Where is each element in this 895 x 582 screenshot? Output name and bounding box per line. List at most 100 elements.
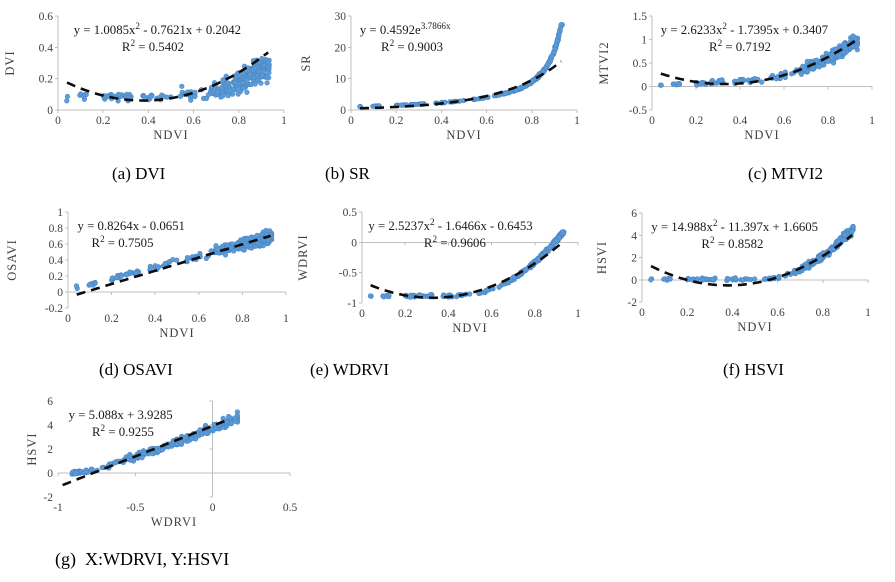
svg-text:0.4: 0.4 [49,255,64,267]
svg-text:1: 1 [575,308,581,320]
svg-text:0: 0 [359,308,365,320]
svg-text:MTVI2: MTVI2 [597,41,611,84]
svg-text:R2 = 0.9003: R2 = 0.9003 [381,38,443,54]
svg-text:0.2: 0.2 [398,308,413,320]
caption-a: (a) DVI [112,164,166,183]
svg-text:0: 0 [639,307,645,319]
svg-text:0.8: 0.8 [821,115,836,127]
svg-text:-0.5: -0.5 [629,105,647,117]
svg-text:y = 1.0085x2 - 0.7621x + 0.204: y = 1.0085x2 - 0.7621x + 0.2042 [74,21,241,37]
svg-text:0.2: 0.2 [39,74,54,86]
svg-text:R2 = 0.7505: R2 = 0.7505 [92,234,154,250]
svg-text:1: 1 [869,115,875,127]
chart-g-hsvi-vs-wdrvi: -1 -0.5 0 0.5 -2 0 2 4 6 WDRVI HSVI y = 5.088x + 3.… [25,396,298,529]
svg-text:0: 0 [47,468,53,480]
svg-text:1: 1 [283,313,289,325]
svg-text:y = 14.988x2 - 11.397x + 1.660: y = 14.988x2 - 11.397x + 1.6605 [651,218,818,234]
svg-text:0.2: 0.2 [104,313,119,325]
svg-text:-0.5: -0.5 [126,502,144,514]
caption-e: (e) WDRVI [310,360,390,379]
svg-text:1.5: 1.5 [633,11,648,23]
svg-text:0.2: 0.2 [680,307,695,319]
caption-g: (g) X:WDRVI, Y:HSVI [55,549,230,569]
svg-text:-2: -2 [43,492,53,504]
svg-text:0: 0 [641,82,647,94]
svg-text:0.8: 0.8 [816,307,831,319]
svg-text:0.2: 0.2 [49,271,64,283]
svg-text:-2: -2 [627,297,637,309]
svg-text:NDVI: NDVI [452,321,487,335]
svg-text:0.5: 0.5 [633,58,648,70]
svg-text:0: 0 [348,115,354,127]
svg-text:WDRVI: WDRVI [296,234,310,280]
svg-text:2: 2 [47,444,53,456]
svg-text:0: 0 [47,105,53,117]
svg-text:0.2: 0.2 [389,115,404,127]
svg-text:R2 = 0.8582: R2 = 0.8582 [701,235,763,251]
svg-text:0.4: 0.4 [39,42,54,54]
svg-text:0.8: 0.8 [525,115,540,127]
svg-text:0.4: 0.4 [148,313,163,325]
svg-text:0: 0 [351,237,357,249]
svg-text:0.5: 0.5 [343,207,358,219]
caption-c: (c) MTVI2 [748,164,824,183]
svg-text:HSVI: HSVI [595,241,609,274]
svg-text:WDRVI: WDRVI [151,515,197,529]
svg-text:OSAVI: OSAVI [5,239,19,281]
svg-text:4: 4 [631,230,637,242]
svg-text:6: 6 [47,396,53,408]
svg-text:y = 5.088x + 3.9285: y = 5.088x + 3.9285 [69,408,173,422]
chart-d-osavi-vs-ndvi: 0 0.2 0.4 0.6 0.8 1-0.200.20.40.60.81NDVIOSAV… [5,207,289,340]
svg-text:0.4: 0.4 [733,115,748,127]
caption-f: (f) HSVI [723,360,784,379]
svg-text:y = 0.8264x - 0.0651: y = 0.8264x - 0.0651 [77,219,184,233]
svg-text:1: 1 [574,115,580,127]
svg-text:-1: -1 [347,298,357,310]
svg-text:0.6: 0.6 [484,308,499,320]
svg-text:NDVI: NDVI [446,128,481,142]
svg-text:y = 2.5237x2 - 1.6466x - 0.645: y = 2.5237x2 - 1.6466x - 0.6453 [368,217,532,233]
svg-text:-0.5: -0.5 [339,268,357,280]
svg-text:0.6: 0.6 [186,115,201,127]
svg-text:NDVI: NDVI [153,128,188,142]
svg-text:10: 10 [335,74,347,86]
chart-e-wdrvi-vs-ndvi: 0 0.2 0.4 0.6 0.8 1 -1 -0.5 0 0.5 NDVI WDRVI y = 2.5… [296,207,581,335]
svg-text:y = 2.6233x2 - 1.7395x + 0.340: y = 2.6233x2 - 1.7395x + 0.3407 [661,21,829,37]
svg-text:0: 0 [631,275,637,287]
svg-text:-0.2: -0.2 [45,303,63,315]
svg-text:0: 0 [65,313,71,325]
svg-text:0: 0 [210,502,216,514]
svg-text:0.6: 0.6 [39,11,54,23]
svg-text:0: 0 [57,287,63,299]
svg-text:0: 0 [55,115,61,127]
svg-text:HSVI: HSVI [25,432,39,465]
svg-text:30: 30 [335,11,347,23]
svg-text:0.6: 0.6 [479,115,494,127]
svg-text:R2 = 0.9606: R2 = 0.9606 [424,234,487,250]
svg-text:NDVI: NDVI [737,320,772,334]
svg-text:1: 1 [865,307,871,319]
svg-text:SR: SR [299,54,313,71]
svg-text:0.6: 0.6 [777,115,792,127]
svg-text:0.4: 0.4 [725,307,740,319]
svg-text:0.6: 0.6 [49,239,64,251]
svg-text:NDVI: NDVI [744,128,779,142]
svg-text:NDVI: NDVI [159,326,194,340]
caption-d: (d) OSAVI [99,360,173,379]
svg-text:0.5: 0.5 [283,502,298,514]
svg-text:R2 = 0.5402: R2 = 0.5402 [122,38,184,54]
svg-text:0.8: 0.8 [235,313,250,325]
svg-text:R2 = 0.9255: R2 = 0.9255 [92,423,154,439]
svg-text:0.4: 0.4 [434,115,449,127]
svg-text:0.4: 0.4 [441,308,456,320]
svg-text:0.2: 0.2 [689,115,704,127]
svg-text:0.8: 0.8 [528,308,543,320]
svg-text:-1: -1 [53,502,63,514]
svg-text:y = 0.4592e3.7866x: y = 0.4592e3.7866x [360,21,451,37]
svg-text:6: 6 [631,208,637,220]
svg-text:0.4: 0.4 [141,115,156,127]
